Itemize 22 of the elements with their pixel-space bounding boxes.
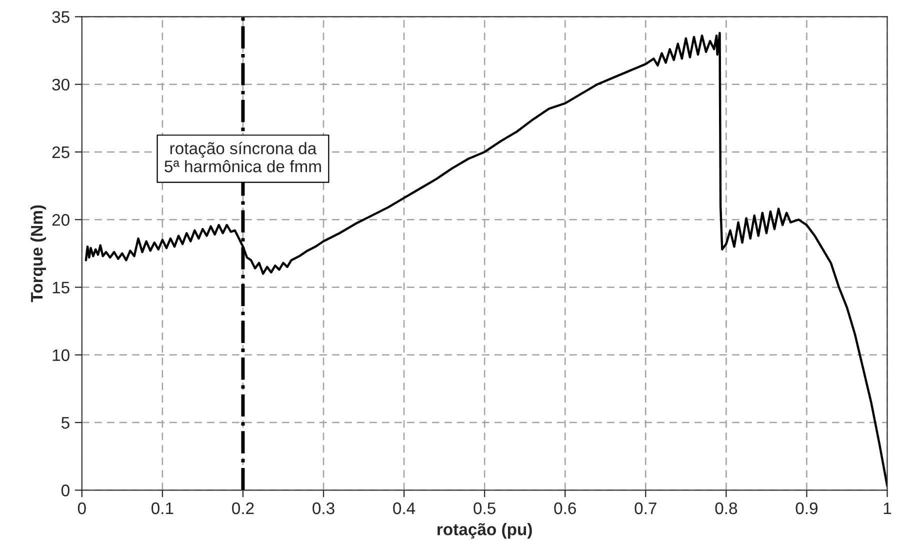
ref-line-label: rotação síncrona da 5ª harmônica de fmm bbox=[164, 142, 321, 172]
x-tick-label: 0.8 bbox=[715, 502, 738, 514]
x-tick-label: 0.9 bbox=[796, 502, 818, 514]
y-tick-label: 30 bbox=[52, 78, 70, 91]
x-tick-label: 0.7 bbox=[634, 502, 656, 514]
x-tick-label: 0.1 bbox=[152, 502, 174, 514]
x-tick-label: 0.4 bbox=[393, 502, 416, 514]
y-tick-label: 10 bbox=[52, 349, 70, 362]
y-tick-label: 15 bbox=[52, 282, 70, 294]
x-tick-label: 0.2 bbox=[232, 502, 254, 514]
x-tick-label: 0.6 bbox=[554, 502, 576, 514]
y-axis-title: Torque (Nm) bbox=[30, 205, 46, 302]
x-tick-label: 0 bbox=[78, 502, 86, 514]
x-tick-label: 1 bbox=[884, 502, 892, 514]
y-tick-label: 20 bbox=[52, 214, 70, 226]
x-tick-label: 0.5 bbox=[474, 502, 496, 514]
y-tick-label: 35 bbox=[52, 11, 70, 23]
x-tick-label: 0.3 bbox=[312, 502, 334, 514]
x-axis-title: rotação (pu) bbox=[438, 523, 532, 539]
y-tick-label: 25 bbox=[52, 146, 70, 158]
y-tick-label: 0 bbox=[61, 484, 70, 496]
y-tick-label: 5 bbox=[61, 417, 70, 429]
